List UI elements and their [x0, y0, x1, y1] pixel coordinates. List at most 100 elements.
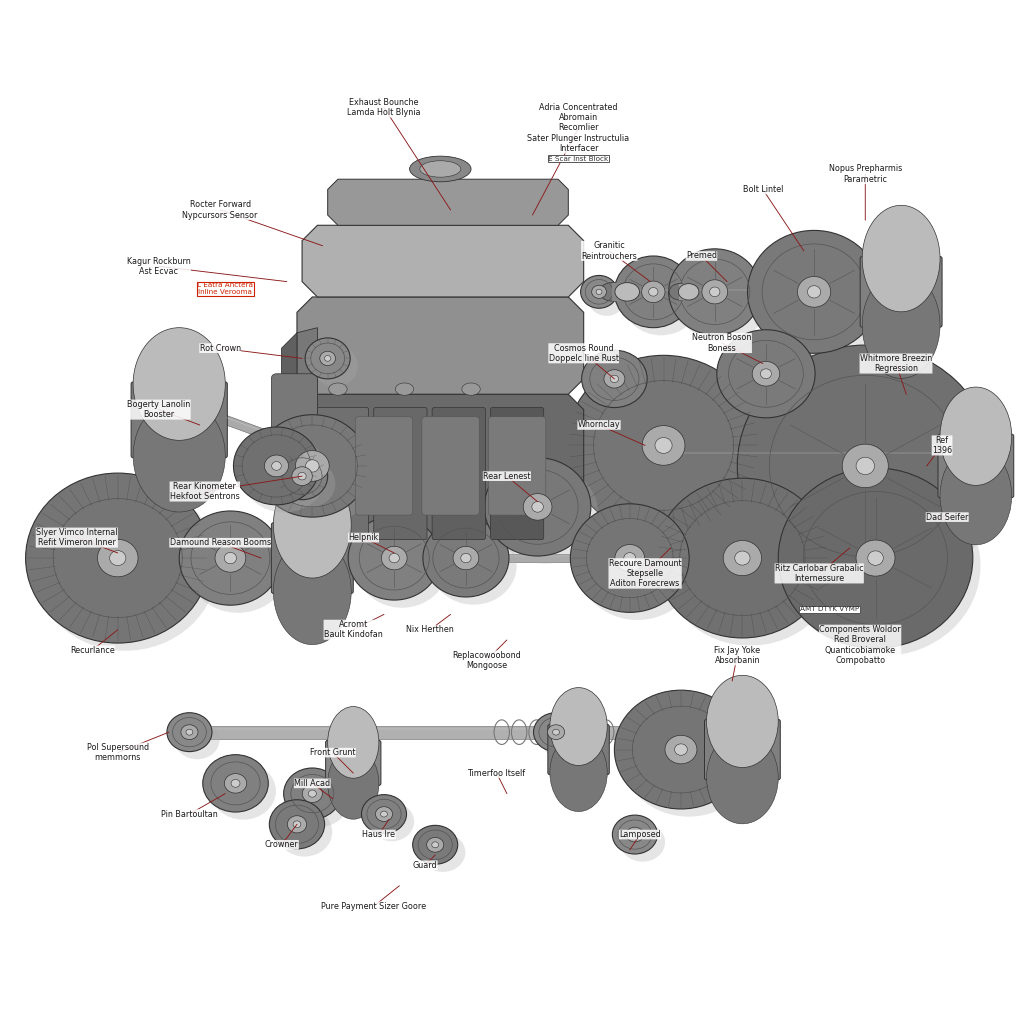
Ellipse shape: [302, 784, 323, 803]
FancyBboxPatch shape: [490, 408, 544, 540]
Text: Slyer Vimco Internal
Refit Vimeron Inner: Slyer Vimco Internal Refit Vimeron Inner: [36, 528, 118, 547]
Polygon shape: [612, 283, 627, 301]
Text: Adria Concentrated
Abromain
Recomlier
Sater Plunger Instructulia
Interfacer: Adria Concentrated Abromain Recomlier Sa…: [527, 102, 630, 154]
Ellipse shape: [329, 383, 347, 395]
Ellipse shape: [614, 545, 645, 571]
Text: Components Woldor
Red Broveral
Quanticobiamoke
Compobatto: Components Woldor Red Broveral Quanticob…: [819, 625, 901, 666]
Ellipse shape: [588, 283, 625, 315]
Ellipse shape: [203, 755, 268, 812]
Ellipse shape: [453, 547, 479, 569]
FancyArrow shape: [223, 416, 284, 444]
Ellipse shape: [842, 444, 888, 487]
Text: Rocter Forward
Nypcursors Sensor: Rocter Forward Nypcursors Sensor: [182, 201, 258, 219]
Ellipse shape: [610, 375, 618, 383]
Ellipse shape: [548, 725, 564, 739]
Ellipse shape: [423, 519, 509, 597]
Ellipse shape: [670, 284, 690, 300]
Ellipse shape: [627, 827, 643, 842]
Ellipse shape: [642, 282, 665, 303]
Text: Lamposed: Lamposed: [620, 830, 660, 839]
Ellipse shape: [369, 803, 414, 842]
Ellipse shape: [550, 733, 607, 811]
Polygon shape: [282, 333, 297, 527]
Polygon shape: [328, 179, 568, 225]
Ellipse shape: [420, 161, 461, 177]
Ellipse shape: [707, 676, 778, 768]
FancyBboxPatch shape: [488, 417, 546, 515]
Ellipse shape: [664, 486, 837, 646]
Ellipse shape: [523, 494, 552, 520]
Ellipse shape: [361, 795, 407, 834]
Text: Nix Herthen: Nix Herthen: [407, 626, 454, 634]
Ellipse shape: [292, 467, 312, 485]
Ellipse shape: [862, 271, 940, 379]
Ellipse shape: [492, 465, 598, 563]
Ellipse shape: [534, 713, 579, 752]
FancyArrow shape: [102, 554, 886, 562]
Ellipse shape: [431, 526, 517, 604]
Text: Replacowoobond
Mongoose: Replacowoobond Mongoose: [452, 651, 521, 670]
Ellipse shape: [798, 276, 830, 307]
Ellipse shape: [761, 369, 771, 379]
Ellipse shape: [748, 230, 881, 353]
Ellipse shape: [581, 275, 617, 308]
Ellipse shape: [110, 551, 126, 565]
Polygon shape: [302, 225, 584, 297]
Ellipse shape: [717, 330, 815, 418]
FancyArrow shape: [179, 725, 671, 739]
Text: Whornclay: Whornclay: [578, 421, 621, 429]
Ellipse shape: [269, 800, 325, 849]
Ellipse shape: [381, 547, 408, 569]
Ellipse shape: [413, 825, 458, 864]
Text: Mill Acad: Mill Acad: [294, 779, 331, 787]
Ellipse shape: [622, 263, 700, 336]
Ellipse shape: [724, 337, 823, 426]
Ellipse shape: [211, 762, 276, 819]
Ellipse shape: [26, 473, 210, 643]
Ellipse shape: [276, 453, 328, 500]
Ellipse shape: [186, 518, 290, 612]
Ellipse shape: [224, 552, 237, 564]
Ellipse shape: [589, 357, 655, 416]
Ellipse shape: [256, 415, 369, 517]
Ellipse shape: [33, 481, 218, 651]
Ellipse shape: [596, 289, 602, 295]
Text: Timerfoo Itself: Timerfoo Itself: [468, 769, 525, 777]
Ellipse shape: [308, 791, 316, 797]
Ellipse shape: [179, 511, 282, 605]
Ellipse shape: [271, 462, 282, 470]
Ellipse shape: [669, 249, 761, 335]
Text: Whitmore Breezin
Regression: Whitmore Breezin Regression: [860, 354, 932, 373]
Ellipse shape: [632, 831, 638, 838]
FancyBboxPatch shape: [326, 740, 381, 785]
Ellipse shape: [550, 688, 607, 765]
Ellipse shape: [133, 328, 225, 440]
Ellipse shape: [291, 776, 348, 827]
Ellipse shape: [620, 823, 666, 862]
Ellipse shape: [622, 698, 756, 817]
Ellipse shape: [573, 364, 768, 543]
Text: Cosmos Round
Doppelc line Rust: Cosmos Round Doppelc line Rust: [549, 344, 618, 362]
Ellipse shape: [432, 842, 438, 848]
Text: Granitic
Reintrouchers: Granitic Reintrouchers: [582, 242, 637, 260]
Ellipse shape: [642, 426, 685, 465]
Ellipse shape: [614, 283, 639, 301]
FancyBboxPatch shape: [131, 382, 227, 458]
Ellipse shape: [856, 458, 874, 474]
Ellipse shape: [867, 551, 884, 565]
Ellipse shape: [678, 284, 698, 300]
FancyBboxPatch shape: [374, 408, 427, 540]
Ellipse shape: [181, 725, 198, 739]
Ellipse shape: [541, 721, 586, 760]
Text: Premed: Premed: [686, 252, 717, 260]
Ellipse shape: [313, 345, 358, 386]
Ellipse shape: [753, 361, 779, 386]
Text: Rear Lenest: Rear Lenest: [483, 472, 530, 480]
Ellipse shape: [276, 807, 332, 856]
Ellipse shape: [614, 256, 692, 328]
Text: AMT DTYK VYMP: AMT DTYK VYMP: [800, 606, 859, 612]
Ellipse shape: [215, 544, 246, 572]
Ellipse shape: [744, 352, 1000, 594]
FancyBboxPatch shape: [705, 719, 780, 780]
Ellipse shape: [264, 455, 289, 477]
